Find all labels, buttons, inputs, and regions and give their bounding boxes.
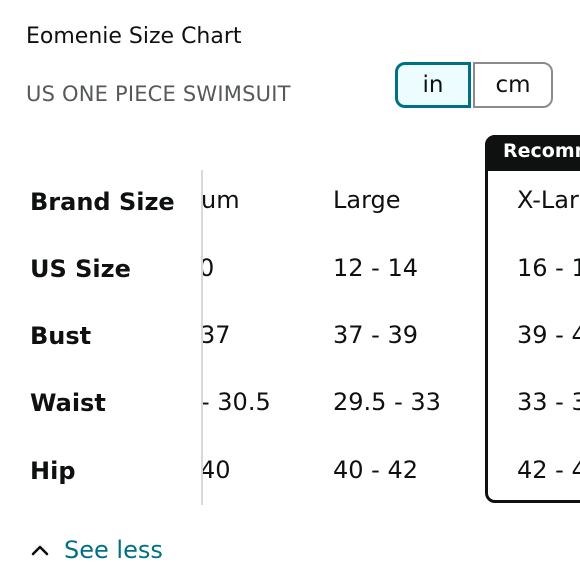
cell-col2-brand-size: Large (333, 186, 401, 214)
scroll-divider (201, 170, 203, 505)
see-less-label: See less (64, 536, 163, 564)
chevron-up-icon (31, 545, 49, 556)
row-label-bust: Bust (30, 322, 92, 350)
recommended-label: Recomm (503, 140, 580, 162)
cell-col1-hip: 40 (203, 456, 231, 484)
cell-col3-brand-size: X-Lar (517, 186, 579, 214)
cell-col1-bust: 37 (203, 321, 231, 349)
unit-cm-button[interactable]: cm (473, 62, 553, 108)
cell-col1-brand-size: um (203, 186, 240, 214)
unit-in-button[interactable]: in (395, 62, 471, 108)
row-label-brand-size: Brand Size (30, 188, 175, 216)
cell-col1-us-size: 0 (203, 254, 215, 282)
see-less-link[interactable]: See less (30, 536, 163, 564)
cell-col3-hip: 42 - 4 (517, 456, 580, 484)
cell-col1-waist: - 30.5 (203, 388, 271, 416)
cell-col3-bust: 39 - 4 (517, 321, 580, 349)
cell-col2-hip: 40 - 42 (333, 456, 418, 484)
size-chart-title: Eomenie Size Chart (26, 24, 242, 49)
row-label-hip: Hip (30, 457, 76, 485)
row-label-us-size: US Size (30, 255, 131, 283)
cell-col2-bust: 37 - 39 (333, 321, 418, 349)
recommended-header: Recomm (485, 135, 580, 171)
row-label-waist: Waist (30, 389, 106, 417)
cell-col3-waist: 33 - 3 (517, 388, 580, 416)
unit-toggle: in cm (395, 62, 553, 108)
size-chart-subtitle: US ONE PIECE SWIMSUIT (26, 82, 291, 106)
cell-col2-waist: 29.5 - 33 (333, 388, 441, 416)
cell-col3-us-size: 16 - 1 (517, 254, 580, 282)
cell-col2-us-size: 12 - 14 (333, 254, 418, 282)
size-table-scroll-area[interactable]: Recomm um 0 37 - 30.5 40 Large 12 - 14 3… (203, 130, 580, 510)
